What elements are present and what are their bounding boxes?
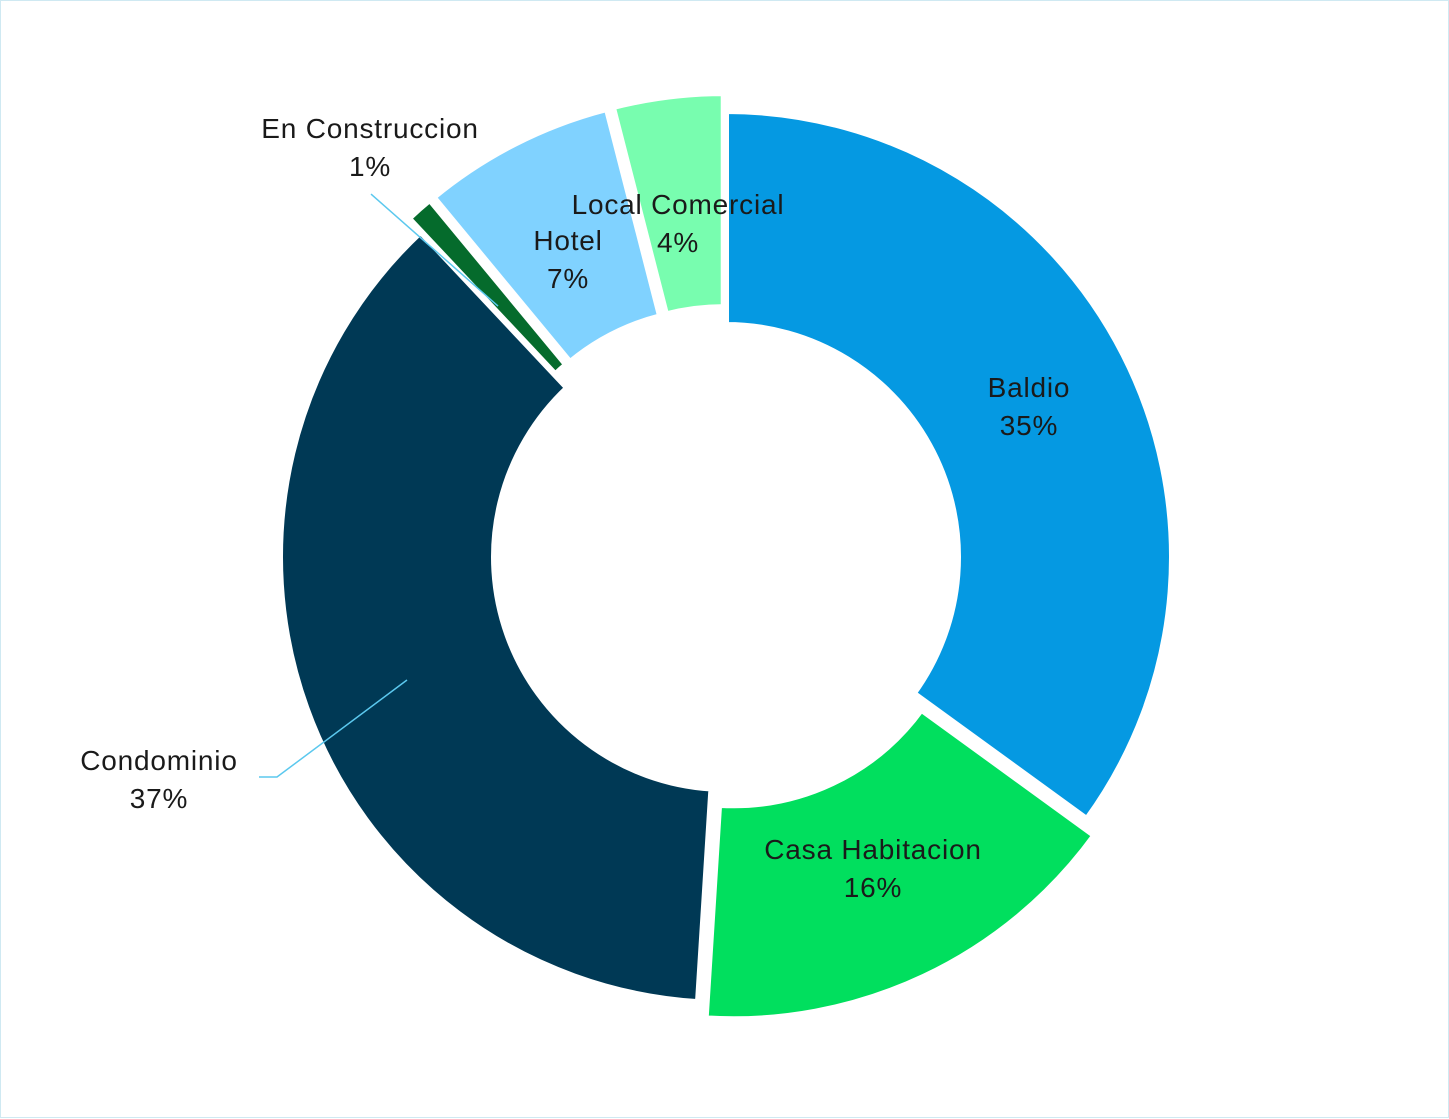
category-label-casa-habitacion: Casa Habitacion bbox=[764, 834, 981, 865]
leader-line-en-construccion bbox=[370, 193, 499, 307]
value-label-baldio: 35% bbox=[1000, 410, 1058, 441]
value-label-hotel: 7% bbox=[547, 263, 589, 294]
leader-line-group bbox=[259, 193, 499, 778]
slice-condominio bbox=[277, 227, 715, 1006]
category-label-local-comercial: Local Comercial bbox=[572, 189, 785, 220]
value-label-local-comercial: 4% bbox=[657, 227, 699, 258]
category-label-baldio: Baldio bbox=[988, 372, 1071, 403]
data-label-group: Baldio 35% Casa Habitacion 16% Condominio 37%… bbox=[80, 113, 1071, 903]
value-label-en-construccion: 1% bbox=[349, 151, 391, 182]
slice-local-comercial bbox=[609, 90, 727, 319]
slice-en-construccion bbox=[404, 195, 571, 379]
category-label-en-construccion: En Construccion bbox=[261, 113, 478, 144]
category-label-hotel: Hotel bbox=[533, 225, 602, 256]
value-label-casa-habitacion: 16% bbox=[844, 872, 902, 903]
value-label-condominio: 37% bbox=[130, 783, 188, 814]
slice-baldio bbox=[723, 107, 1175, 824]
leader-line-condominio bbox=[259, 679, 408, 778]
slice-hotel bbox=[429, 105, 664, 367]
category-label-condominio: Condominio bbox=[80, 745, 237, 776]
slice-group bbox=[277, 90, 1175, 1023]
slice-casa-habitacion bbox=[702, 705, 1099, 1023]
